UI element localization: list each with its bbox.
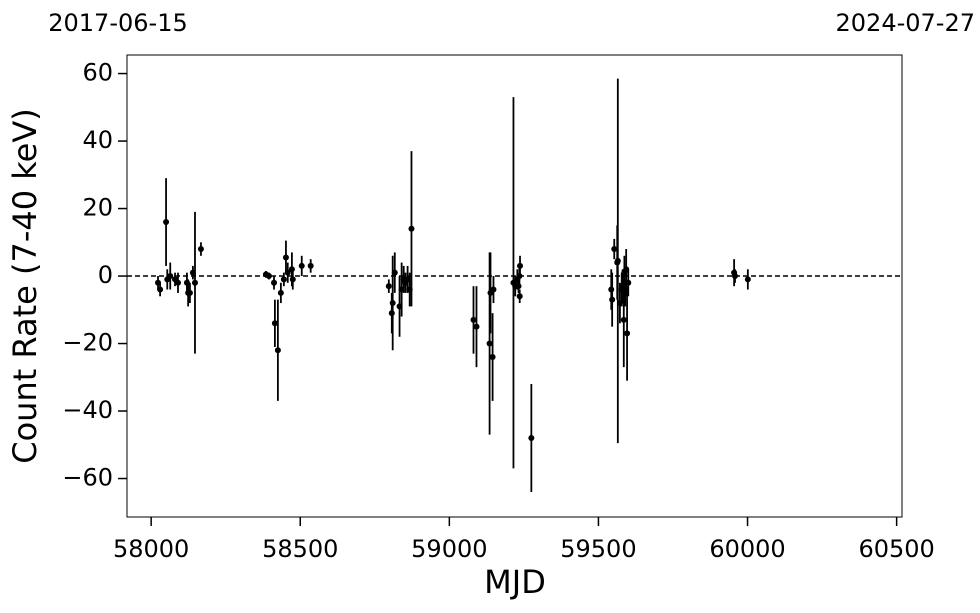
x-tick-label: 60500 xyxy=(858,535,934,563)
data-point xyxy=(408,225,415,232)
data-point xyxy=(280,276,287,283)
y-tick-label: −20 xyxy=(62,329,113,357)
y-axis-label: Count Rate (7-40 keV) xyxy=(6,108,44,463)
data-point xyxy=(516,293,523,300)
data-point xyxy=(271,320,278,327)
plot-frame xyxy=(126,54,903,518)
data-point xyxy=(490,286,497,293)
data-point xyxy=(625,279,632,286)
data-point xyxy=(624,330,631,337)
x-axis-label: MJD xyxy=(484,563,546,601)
data-point xyxy=(277,289,284,296)
x-tick-label: 58000 xyxy=(113,535,189,563)
data-point xyxy=(473,323,480,330)
data-point xyxy=(517,262,524,269)
data-point xyxy=(732,273,739,280)
y-tick-label: −40 xyxy=(62,396,113,424)
data-point xyxy=(174,279,181,286)
x-tick-label: 59000 xyxy=(411,535,487,563)
x-tick-label: 59500 xyxy=(560,535,636,563)
data-point xyxy=(744,276,751,283)
data-point xyxy=(191,279,198,286)
data-point xyxy=(163,219,170,226)
data-point xyxy=(486,340,493,347)
data-point xyxy=(167,273,174,280)
data-point xyxy=(265,273,272,280)
data-point xyxy=(470,316,477,323)
data-point xyxy=(197,246,204,253)
date-annotation: 2024-07-27 xyxy=(836,9,975,37)
data-point xyxy=(284,269,291,276)
y-tick-label: 0 xyxy=(98,261,113,289)
data-point xyxy=(391,269,398,276)
data-point xyxy=(307,262,314,269)
data-point xyxy=(274,347,281,354)
data-point xyxy=(528,435,535,442)
data-point xyxy=(271,279,278,286)
data-point xyxy=(157,286,164,293)
x-tick-label: 60000 xyxy=(709,535,785,563)
y-tick-label: 40 xyxy=(82,126,113,154)
data-point xyxy=(389,300,396,307)
data-point xyxy=(489,354,496,361)
data-point xyxy=(282,254,289,261)
data-point xyxy=(289,276,296,283)
data-point xyxy=(186,289,193,296)
y-tick-label: −60 xyxy=(62,464,113,492)
date-annotation: 2017-06-15 xyxy=(48,9,187,37)
data-point xyxy=(611,246,618,253)
y-tick-label: 60 xyxy=(82,59,113,87)
data-point xyxy=(385,283,392,290)
data-point xyxy=(614,257,621,264)
y-tick-label: 20 xyxy=(82,194,113,222)
data-point xyxy=(609,296,616,303)
x-tick-label: 58500 xyxy=(262,535,338,563)
data-point xyxy=(620,316,627,323)
data-point xyxy=(298,262,305,269)
